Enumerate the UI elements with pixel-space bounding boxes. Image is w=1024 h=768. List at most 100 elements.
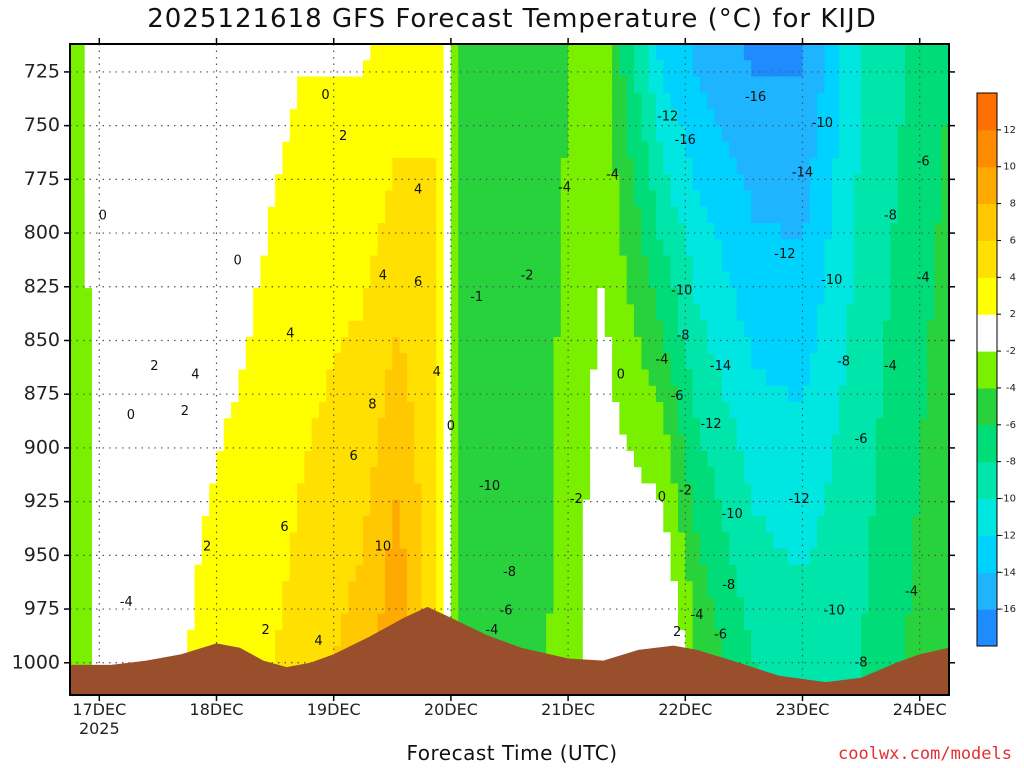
- field-cell: [538, 629, 547, 647]
- field-cell: [934, 109, 943, 126]
- field-cell: [165, 418, 174, 436]
- field-cell: [341, 76, 349, 94]
- field-cell: [663, 450, 672, 468]
- field-cell: [802, 157, 811, 175]
- field-cell: [502, 499, 511, 517]
- field-cell: [223, 157, 232, 175]
- field-cell: [582, 288, 591, 305]
- field-cell: [70, 434, 78, 452]
- field-cell: [194, 369, 203, 387]
- field-cell: [546, 255, 554, 273]
- field-cell: [546, 532, 554, 550]
- field-cell: [663, 564, 672, 582]
- field-cell: [84, 646, 93, 664]
- field-cell: [150, 157, 159, 175]
- field-cell: [282, 92, 291, 110]
- field-cell: [421, 125, 430, 143]
- field-cell: [428, 402, 437, 419]
- field-cell: [516, 239, 525, 257]
- field-cell: [172, 125, 181, 143]
- field-cell: [414, 60, 423, 78]
- field-cell: [575, 157, 584, 175]
- field-cell: [656, 92, 664, 110]
- field-cell: [494, 190, 503, 208]
- field-cell: [399, 337, 408, 354]
- field-cell: [421, 483, 430, 501]
- contour-label: -10: [722, 507, 743, 522]
- field-cell: [297, 581, 305, 598]
- field-cell: [890, 516, 899, 533]
- field-cell: [919, 288, 928, 305]
- field-cell: [568, 483, 576, 501]
- field-cell: [311, 385, 320, 403]
- field-cell: [516, 564, 525, 582]
- field-cell: [560, 516, 569, 533]
- field-cell: [927, 369, 935, 387]
- field-cell: [333, 483, 342, 501]
- field-cell: [443, 109, 452, 126]
- field-cell: [282, 255, 291, 273]
- field-cell: [582, 190, 591, 208]
- field-cell: [450, 288, 459, 305]
- field-cell: [436, 499, 445, 517]
- field-cell: [531, 304, 540, 322]
- field-cell: [795, 109, 804, 126]
- field-cell: [765, 629, 774, 647]
- field-cell: [326, 564, 335, 582]
- field-cell: [853, 320, 862, 338]
- field-cell: [546, 548, 554, 566]
- field-cell: [773, 125, 782, 143]
- field-cell: [575, 548, 584, 566]
- field-cell: [502, 60, 511, 78]
- field-cell: [297, 646, 305, 664]
- field-cell: [575, 629, 584, 647]
- field-cell: [304, 516, 313, 533]
- field-cell: [678, 581, 686, 598]
- field-cell: [509, 597, 518, 615]
- field-cell: [575, 418, 584, 436]
- field-cell: [868, 271, 877, 289]
- field-cell: [817, 92, 825, 110]
- field-cell: [919, 613, 928, 631]
- field-cell: [721, 483, 730, 501]
- field-cell: [70, 337, 78, 354]
- field-cell: [868, 581, 877, 598]
- field-cell: [253, 532, 261, 550]
- field-cell: [363, 157, 371, 175]
- field-cell: [678, 76, 686, 94]
- field-cell: [84, 206, 93, 224]
- credit-link[interactable]: coolwx.com/models: [838, 744, 1012, 764]
- field-cell: [377, 125, 386, 143]
- field-cell: [802, 597, 811, 615]
- field-cell: [817, 76, 825, 94]
- field-cell: [245, 581, 254, 598]
- field-cell: [839, 434, 847, 452]
- field-cell: [297, 564, 305, 582]
- field-cell: [743, 157, 752, 175]
- field-cell: [912, 239, 921, 257]
- field-cell: [670, 369, 679, 387]
- field-cell: [568, 109, 576, 126]
- field-cell: [758, 109, 767, 126]
- field-cell: [670, 629, 679, 647]
- field-cell: [802, 223, 811, 240]
- field-cell: [238, 337, 247, 354]
- field-cell: [743, 402, 752, 419]
- field-cell: [641, 629, 650, 647]
- field-cell: [275, 206, 283, 224]
- field-cell: [92, 190, 100, 208]
- field-cell: [436, 385, 445, 403]
- field-cell: [721, 450, 730, 468]
- field-cell: [114, 141, 122, 159]
- field-cell: [560, 206, 569, 224]
- field-cell: [765, 271, 774, 289]
- field-cell: [165, 288, 174, 305]
- field-cell: [465, 44, 474, 61]
- field-cell: [648, 109, 657, 126]
- field-cell: [934, 337, 943, 354]
- field-cell: [941, 483, 949, 501]
- field-cell: [377, 60, 386, 78]
- field-cell: [729, 402, 738, 419]
- field-cell: [370, 76, 379, 94]
- field-cell: [663, 174, 672, 192]
